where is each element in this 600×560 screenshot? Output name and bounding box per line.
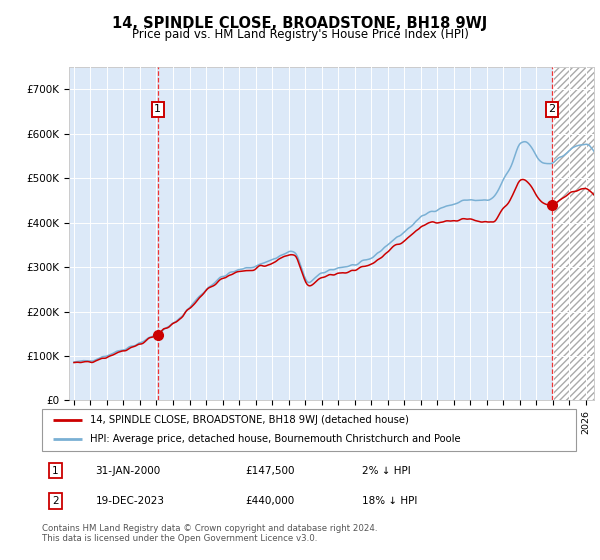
- Text: Price paid vs. HM Land Registry's House Price Index (HPI): Price paid vs. HM Land Registry's House …: [131, 28, 469, 41]
- Text: 18% ↓ HPI: 18% ↓ HPI: [362, 496, 418, 506]
- Text: £440,000: £440,000: [245, 496, 294, 506]
- Text: 14, SPINDLE CLOSE, BROADSTONE, BH18 9WJ (detached house): 14, SPINDLE CLOSE, BROADSTONE, BH18 9WJ …: [90, 415, 409, 425]
- Text: 31-JAN-2000: 31-JAN-2000: [95, 465, 161, 475]
- Bar: [553, 45, 594, 400]
- Text: HPI: Average price, detached house, Bournemouth Christchurch and Poole: HPI: Average price, detached house, Bour…: [90, 435, 461, 445]
- Text: 19-DEC-2023: 19-DEC-2023: [95, 496, 164, 506]
- Text: 2: 2: [548, 104, 556, 114]
- Text: 2% ↓ HPI: 2% ↓ HPI: [362, 465, 411, 475]
- Text: 1: 1: [154, 104, 161, 114]
- Text: £147,500: £147,500: [245, 465, 295, 475]
- Text: 1: 1: [52, 465, 59, 475]
- Text: 14, SPINDLE CLOSE, BROADSTONE, BH18 9WJ: 14, SPINDLE CLOSE, BROADSTONE, BH18 9WJ: [112, 16, 488, 31]
- Text: 2: 2: [52, 496, 59, 506]
- Text: Contains HM Land Registry data © Crown copyright and database right 2024.
This d: Contains HM Land Registry data © Crown c…: [42, 524, 377, 543]
- FancyBboxPatch shape: [42, 409, 576, 451]
